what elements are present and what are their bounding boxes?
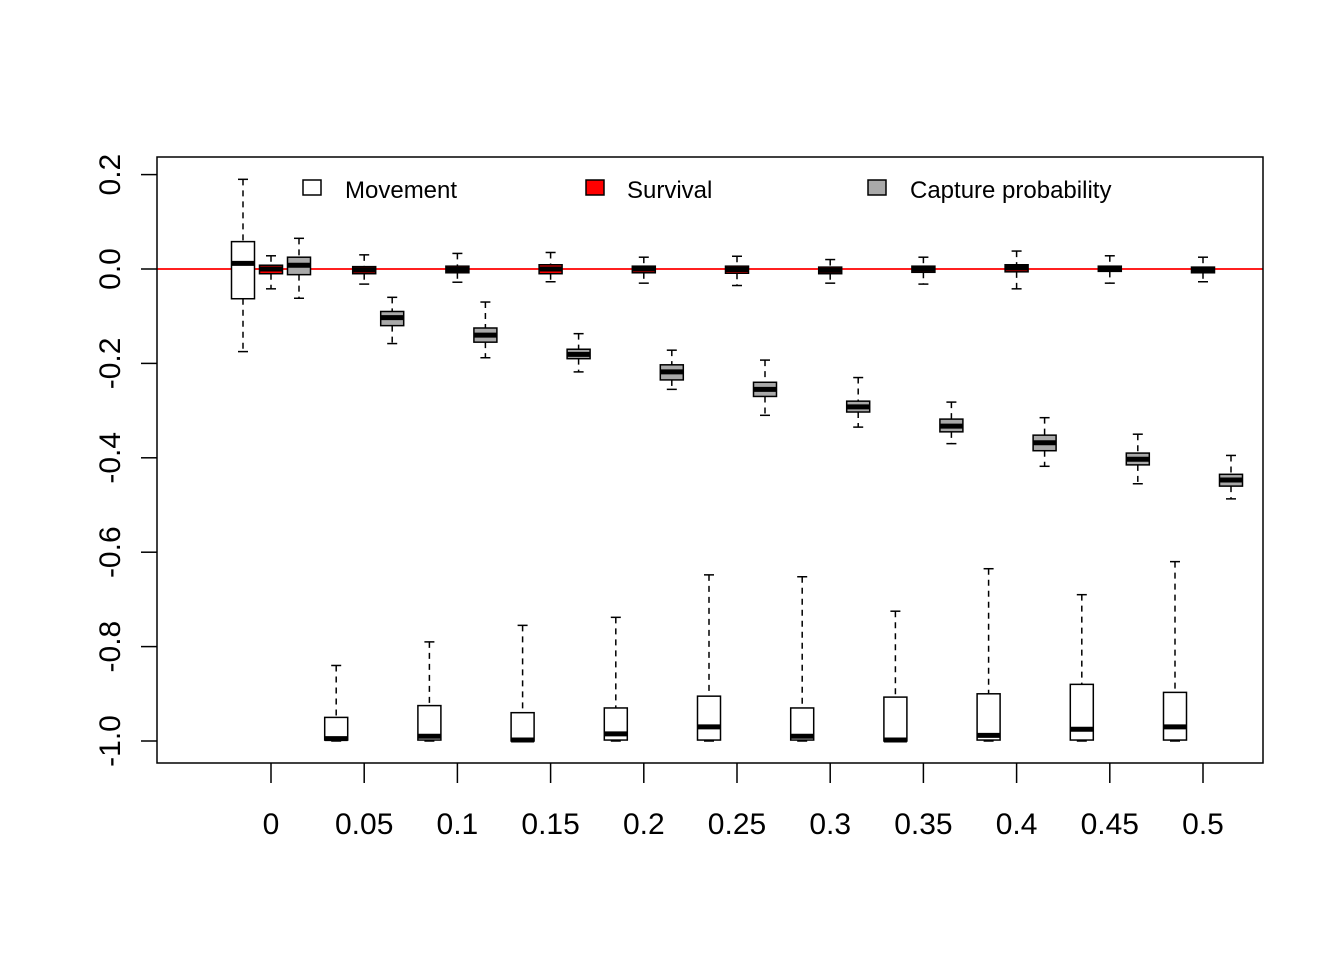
box-body <box>883 696 908 742</box>
box-capture-probability-0.05 <box>379 296 405 345</box>
box-movement-0.35 <box>883 610 908 743</box>
box-capture-probability-0.45 <box>1125 433 1151 485</box>
box-capture-probability-0.15 <box>566 332 591 373</box>
y-tick-label: 0.0 <box>94 248 127 290</box>
box-body <box>976 693 1001 741</box>
box-survival-0.4 <box>1004 250 1029 290</box>
legend-item-movement: Movement <box>302 177 457 204</box>
y-tick-label: 0.2 <box>94 154 127 196</box>
legend-swatch <box>585 179 605 196</box>
box-survival-0.1 <box>445 252 470 283</box>
box-body <box>696 695 722 741</box>
x-tick-label: 0 <box>263 808 280 841</box>
box-survival-0.25 <box>724 255 750 287</box>
box-body <box>230 240 256 300</box>
legend-swatch <box>867 179 887 196</box>
box-movement-0.15 <box>510 624 535 743</box>
y-tick-label: -0.4 <box>94 432 127 484</box>
box-survival-0.45 <box>1097 255 1123 284</box>
box-capture-probability-0.3 <box>845 376 871 428</box>
box-survival-0.05 <box>351 254 377 285</box>
box-movement-0 <box>230 178 256 353</box>
box-survival-0.35 <box>911 256 936 285</box>
y-tick-label: -0.2 <box>94 338 127 390</box>
box-capture-probability-0 <box>286 237 312 300</box>
box-body <box>789 707 815 741</box>
box-body <box>417 704 442 741</box>
y-tick-label: -0.8 <box>94 621 127 673</box>
legend: Movement Survival Capture probability <box>302 177 1111 204</box>
axes: -1.0 -0.8 -0.6 -0.4 -0.2 0.0 0.2 0 0.05 0.1 0.15 0.… <box>94 154 1264 841</box>
legend-item-survival: Survival <box>585 177 712 204</box>
x-tick-label: 0.15 <box>521 808 579 841</box>
box-body <box>1069 683 1095 741</box>
box-capture-probability-0.25 <box>752 359 778 417</box>
legend-label: Movement <box>345 177 457 204</box>
box-capture-probability-0.35 <box>939 401 964 445</box>
x-tick-label: 0.25 <box>708 808 766 841</box>
series-movement <box>230 178 1188 743</box>
box-movement-0.25 <box>696 574 722 742</box>
x-tick-label: 0.4 <box>996 808 1038 841</box>
y-tick-label: -0.6 <box>94 526 127 578</box>
box-body <box>510 711 535 742</box>
box-capture-probability-0.4 <box>1032 416 1057 468</box>
box-movement-0.45 <box>1069 593 1095 742</box>
box-movement-0.2 <box>603 616 629 742</box>
box-survival-0.2 <box>631 256 657 284</box>
x-tick-label: 0.05 <box>335 808 393 841</box>
series-capture-probability <box>286 237 1244 500</box>
box-movement-0.1 <box>417 641 442 742</box>
box-survival-0.3 <box>817 258 843 284</box>
x-tick-label: 0.45 <box>1081 808 1139 841</box>
box-capture-probability-0.5 <box>1218 454 1244 500</box>
x-tick-label: 0.35 <box>894 808 952 841</box>
y-tick-label: -1.0 <box>94 715 127 767</box>
x-tick-label: 0.5 <box>1182 808 1224 841</box>
box-survival-0.5 <box>1190 256 1216 283</box>
x-tick-label: 0.2 <box>623 808 665 841</box>
series-survival <box>258 250 1216 290</box>
plot-layer <box>157 178 1263 743</box>
x-tick-label: 0.1 <box>437 808 479 841</box>
plot-frame <box>156 156 1264 764</box>
box-movement-0.3 <box>789 575 815 742</box>
box-movement-0.5 <box>1162 560 1188 742</box>
box-survival-0 <box>258 255 284 290</box>
legend-item-capture-probability: Capture probability <box>867 177 1111 204</box>
box-capture-probability-0.1 <box>473 301 498 359</box>
box-body <box>1162 691 1188 741</box>
x-tick-label: 0.3 <box>809 808 851 841</box>
box-survival-0.15 <box>538 251 563 283</box>
box-movement-0.05 <box>323 664 349 742</box>
legend-label: Capture probability <box>910 177 1111 204</box>
legend-swatch <box>302 179 322 196</box>
legend-label: Survival <box>627 177 712 204</box>
box-movement-0.4 <box>976 567 1001 742</box>
box-capture-probability-0.2 <box>659 349 685 391</box>
